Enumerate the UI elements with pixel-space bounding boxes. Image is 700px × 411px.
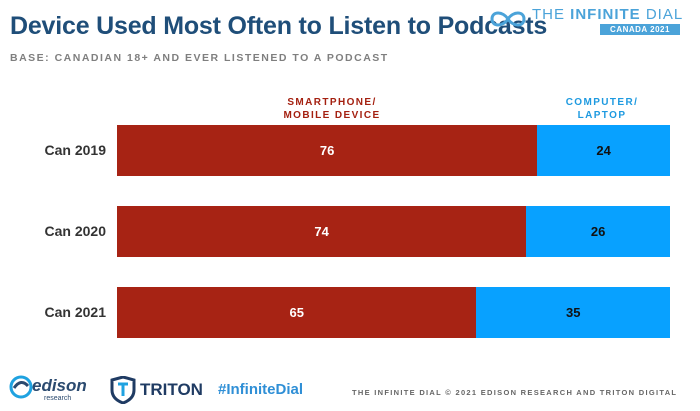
bar-segment <box>117 287 477 338</box>
bar-value-label: 76 <box>319 143 335 158</box>
legend-computer: COMPUTER/ LAPTOP <box>552 96 652 122</box>
bar-value-label: 65 <box>289 305 304 320</box>
bar-value-label: 26 <box>590 224 606 239</box>
bar-segment <box>526 206 670 257</box>
bar-segment <box>537 125 670 176</box>
bar-value-label: 35 <box>565 305 581 320</box>
page-title: Device Used Most Often to Listen to Podc… <box>10 12 548 40</box>
bar-segment <box>117 125 538 176</box>
hashtag: #InfiniteDial <box>218 381 304 398</box>
brand-title-bold: INFINITE <box>570 6 641 23</box>
brand-title-rest: DIAL <box>640 6 684 23</box>
category-label: Can 2019 <box>44 142 106 158</box>
category-label: Can 2020 <box>44 223 106 239</box>
triton-shield-icon <box>110 376 136 404</box>
legend-smartphone-line-1: SMARTPHONE/ <box>287 97 377 108</box>
legend-computer-line-1: COMPUTER/ <box>565 97 639 108</box>
legend-computer-line-2: LAPTOP <box>577 110 627 121</box>
bar-segment <box>117 206 527 257</box>
infinite-dial-logo: THE INFINITE DIAL CANADA 2021 <box>488 6 688 36</box>
chart-subtitle: BASE: CANADIAN 18+ AND EVER LISTENED TO … <box>10 52 389 64</box>
edison-name: edison <box>32 376 87 395</box>
edison-research-logo: edison research <box>8 372 98 406</box>
legend-smartphone-line-2: MOBILE DEVICE <box>283 110 381 121</box>
bar-value-label: 74 <box>314 224 329 239</box>
infinity-icon <box>490 11 526 27</box>
edison-swirl-icon <box>9 375 33 399</box>
edison-sub: research <box>44 395 72 402</box>
category-label: Can 2021 <box>44 304 106 320</box>
triton-logo: TRITON <box>110 376 210 404</box>
copyright-notice: THE INFINITE DIAL © 2021 EDISON RESEARCH… <box>352 388 678 397</box>
brand-title: THE INFINITE DIAL <box>532 6 683 23</box>
bar-value-label: 24 <box>596 143 611 158</box>
brand-edition: CANADA 2021 <box>600 24 680 35</box>
bar-segment <box>476 287 670 338</box>
triton-name: TRITON <box>140 380 203 399</box>
brand-title-light: THE <box>532 6 571 23</box>
legend-smartphone: SMARTPHONE/ MOBILE DEVICE <box>262 96 402 122</box>
